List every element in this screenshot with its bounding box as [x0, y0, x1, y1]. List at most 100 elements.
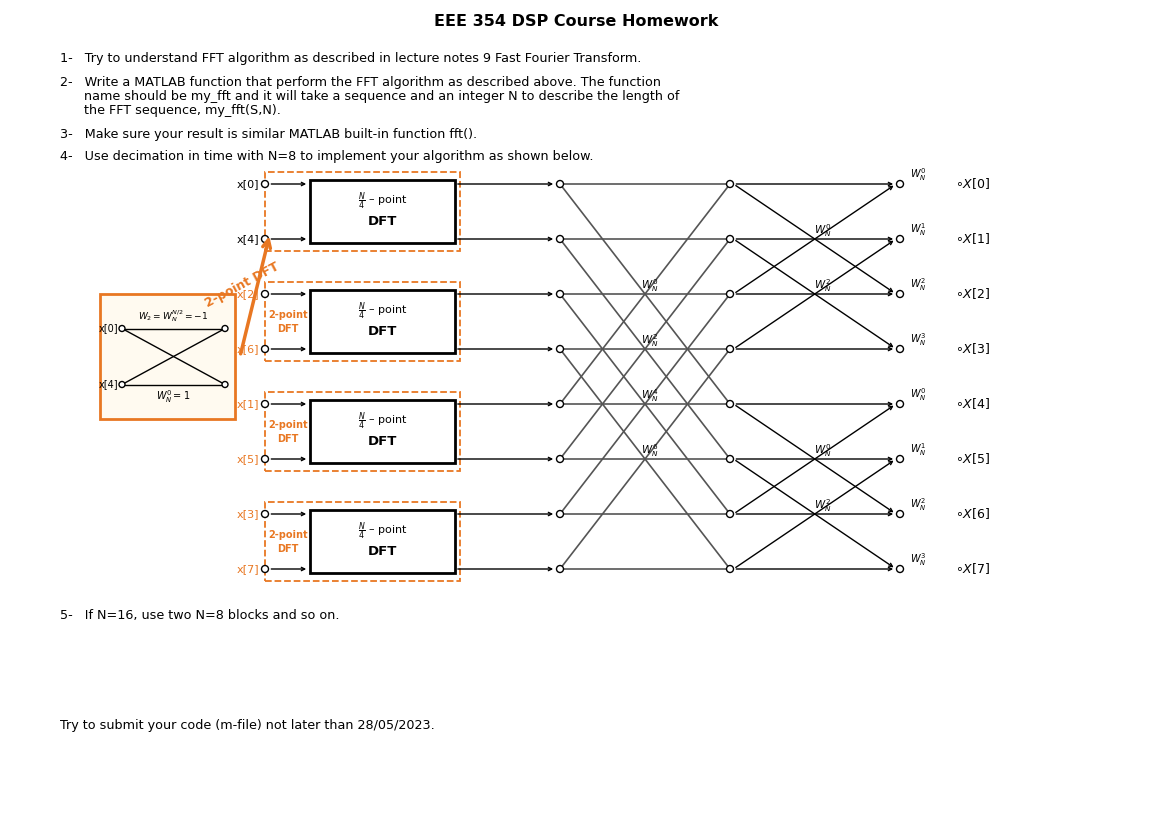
Circle shape [727, 456, 734, 462]
Circle shape [556, 235, 563, 243]
Text: $W_N^{0}$: $W_N^{0}$ [814, 443, 832, 459]
Circle shape [556, 510, 563, 518]
Text: $W_N^{1}$: $W_N^{1}$ [910, 221, 926, 239]
Circle shape [262, 400, 268, 408]
Circle shape [119, 382, 126, 387]
Circle shape [896, 566, 903, 572]
Circle shape [262, 345, 268, 352]
Text: $W_2{=}W_N^{N/2}{=}{-}1$: $W_2{=}W_N^{N/2}{=}{-}1$ [138, 309, 209, 324]
Text: $\circ X[0]$: $\circ X[0]$ [955, 177, 990, 191]
Circle shape [556, 181, 563, 187]
Circle shape [556, 291, 563, 297]
Text: x[3]: x[3] [236, 509, 259, 519]
Text: DFT: DFT [367, 435, 397, 448]
Bar [265, 282, 460, 361]
Text: $\circ X[4]$: $\circ X[4]$ [955, 396, 990, 411]
Text: $W_N^{3}$: $W_N^{3}$ [910, 552, 926, 568]
Circle shape [727, 400, 734, 408]
Circle shape [727, 181, 734, 187]
Text: $\frac{N}{4}$ – point: $\frac{N}{4}$ – point [357, 521, 408, 542]
Circle shape [262, 566, 268, 572]
Circle shape [727, 235, 734, 243]
Text: x[2]: x[2] [236, 289, 259, 299]
Text: 2-point: 2-point [268, 419, 308, 430]
Circle shape [222, 326, 228, 331]
Text: 4-   Use decimation in time with N=8 to implement your algorithm as shown below.: 4- Use decimation in time with N=8 to im… [60, 150, 593, 163]
Text: x[1]: x[1] [236, 399, 259, 409]
Text: $\frac{N}{4}$ – point: $\frac{N}{4}$ – point [357, 411, 408, 432]
Text: DFT: DFT [278, 544, 298, 554]
Text: x[7]: x[7] [236, 564, 259, 574]
Bar [100, 294, 235, 419]
Circle shape [896, 291, 903, 297]
Bar [265, 392, 460, 471]
Text: EEE 354 DSP Course Homework: EEE 354 DSP Course Homework [434, 14, 718, 29]
Circle shape [896, 235, 903, 243]
Circle shape [727, 345, 734, 352]
Text: $W_N^0=1$: $W_N^0=1$ [157, 388, 190, 405]
Text: $W_N^{4}$: $W_N^{4}$ [642, 387, 659, 405]
Text: x[0]: x[0] [98, 323, 118, 334]
Text: x[6]: x[6] [236, 344, 259, 354]
Text: $W_N^{2}$: $W_N^{2}$ [910, 497, 926, 514]
Text: DFT: DFT [278, 434, 298, 444]
Text: 2-point DFT: 2-point DFT [203, 260, 282, 310]
Circle shape [262, 456, 268, 462]
Text: name should be my_fft and it will take a sequence and an integer N to describe t: name should be my_fft and it will take a… [60, 90, 680, 103]
Circle shape [119, 326, 126, 331]
Circle shape [262, 291, 268, 297]
Text: $W_N^{0}$: $W_N^{0}$ [814, 222, 832, 239]
Text: $W_N^{2}$: $W_N^{2}$ [910, 277, 926, 293]
Text: the FFT sequence, my_fft(S,N).: the FFT sequence, my_fft(S,N). [60, 104, 281, 117]
Circle shape [896, 345, 903, 352]
Circle shape [727, 510, 734, 518]
Text: x[4]: x[4] [236, 234, 259, 244]
Circle shape [556, 456, 563, 462]
Text: x[4]: x[4] [98, 379, 118, 390]
Circle shape [556, 566, 563, 572]
Text: $\circ X[1]$: $\circ X[1]$ [955, 231, 990, 247]
Text: $\frac{N}{4}$ – point: $\frac{N}{4}$ – point [357, 300, 408, 322]
Text: 2-point: 2-point [268, 529, 308, 540]
Text: $W_N^{0}$: $W_N^{0}$ [910, 387, 926, 404]
Text: $\circ X[2]$: $\circ X[2]$ [955, 287, 990, 301]
Text: $W_N^{2}$: $W_N^{2}$ [642, 333, 659, 349]
Bar [310, 180, 455, 243]
Text: $W_N^{3}$: $W_N^{3}$ [910, 331, 926, 348]
Text: DFT: DFT [367, 325, 397, 338]
Text: $\frac{N}{4}$ – point: $\frac{N}{4}$ – point [357, 190, 408, 212]
Text: $W_N^{0}$: $W_N^{0}$ [910, 167, 926, 183]
Text: $\circ X[3]$: $\circ X[3]$ [955, 342, 990, 357]
Bar [265, 502, 460, 581]
Circle shape [262, 181, 268, 187]
Bar [310, 290, 455, 353]
Text: 2-point: 2-point [268, 309, 308, 320]
Text: $W_N^{2}$: $W_N^{2}$ [814, 497, 832, 514]
Bar [310, 400, 455, 463]
Text: DFT: DFT [367, 545, 397, 558]
Bar [310, 510, 455, 573]
Circle shape [896, 400, 903, 408]
Text: 5-   If N=16, use two N=8 blocks and so on.: 5- If N=16, use two N=8 blocks and so on… [60, 609, 340, 622]
Circle shape [556, 345, 563, 352]
Text: DFT: DFT [278, 323, 298, 334]
Text: $W_N^{0}$: $W_N^{0}$ [642, 278, 659, 295]
Text: $W_N^{2}$: $W_N^{2}$ [814, 278, 832, 295]
Text: $\circ X[6]$: $\circ X[6]$ [955, 506, 990, 522]
Circle shape [222, 382, 228, 387]
Text: x[0]: x[0] [236, 179, 259, 189]
Text: 1-   Try to understand FFT algorithm as described in lecture notes 9 Fast Fourie: 1- Try to understand FFT algorithm as de… [60, 52, 642, 65]
Text: 3-   Make sure your result is similar MATLAB built-in function fft().: 3- Make sure your result is similar MATL… [60, 128, 477, 141]
Circle shape [896, 510, 903, 518]
Text: x[5]: x[5] [236, 454, 259, 464]
Circle shape [727, 566, 734, 572]
Circle shape [556, 400, 563, 408]
Circle shape [262, 510, 268, 518]
Circle shape [262, 235, 268, 243]
Text: $W_N^{1}$: $W_N^{1}$ [910, 442, 926, 458]
Text: Try to submit your code (m-file) not later than 28/05/2023.: Try to submit your code (m-file) not lat… [60, 719, 434, 732]
Circle shape [727, 291, 734, 297]
Text: $\circ X[5]$: $\circ X[5]$ [955, 452, 990, 466]
Bar [265, 172, 460, 251]
Text: 2-   Write a MATLAB function that perform the FFT algorithm as described above. : 2- Write a MATLAB function that perform … [60, 76, 661, 89]
